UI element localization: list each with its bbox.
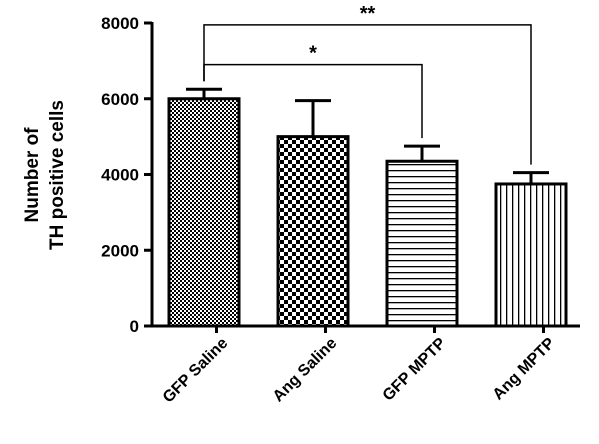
significance-label-1: ** bbox=[360, 3, 376, 25]
y-tick-label: 2000 bbox=[101, 241, 139, 260]
y-tick-label: 8000 bbox=[101, 14, 139, 33]
x-category-label: Ang MPTP bbox=[490, 335, 559, 404]
y-tick-label: 0 bbox=[130, 317, 139, 336]
bar-3 bbox=[494, 182, 568, 328]
y-axis-title-line2: TH positive cells bbox=[47, 100, 68, 250]
bar-2 bbox=[385, 159, 459, 328]
x-category-label: Ang Saline bbox=[270, 335, 341, 406]
bars bbox=[167, 87, 568, 328]
significance-bracket-1 bbox=[203, 24, 532, 165]
bar-1 bbox=[276, 135, 350, 328]
x-category-label: GFP MPTP bbox=[380, 335, 450, 405]
significance-label-0: * bbox=[309, 43, 317, 65]
y-tick-label: 6000 bbox=[101, 90, 139, 109]
y-axis-title-line1: Number of bbox=[22, 127, 43, 223]
y-tick-label: 4000 bbox=[101, 166, 139, 185]
bar-0 bbox=[167, 97, 241, 328]
significance-brackets: *** bbox=[203, 3, 532, 165]
x-category-label: GFP Saline bbox=[160, 335, 232, 407]
